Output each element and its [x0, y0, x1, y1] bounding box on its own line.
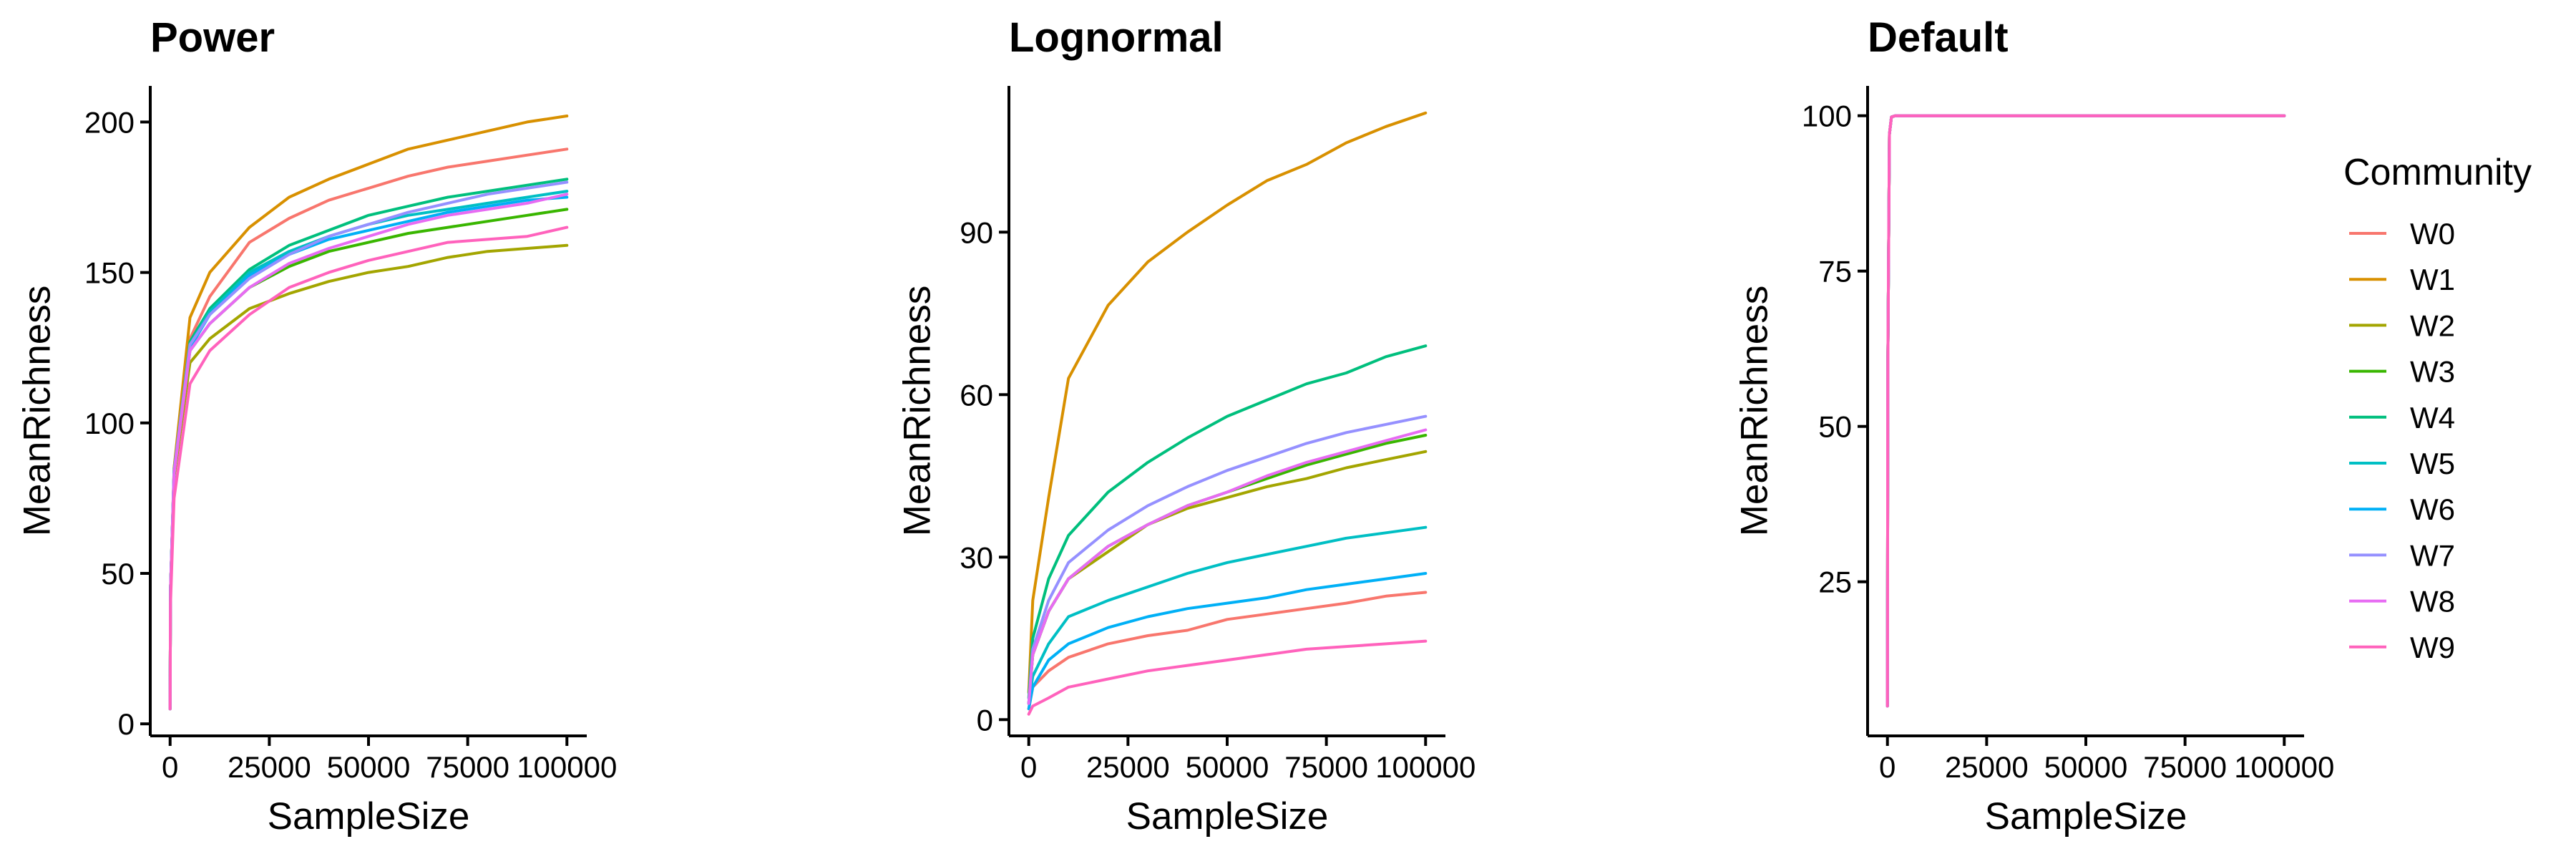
panel-title: Power: [150, 14, 275, 61]
x-axis-title: SampleSize: [1126, 795, 1329, 838]
y-tick-label: 60: [960, 378, 993, 412]
series-line-W2: [1885, 114, 2286, 708]
series-line-W1: [1027, 111, 1428, 694]
panel-2: Default 25 50 75 100 0 25000 50000 75000 100000 Sa…: [1734, 14, 2335, 838]
x-tick-label: 100000: [1375, 750, 1475, 784]
legend-label: W8: [2410, 585, 2455, 618]
panel-title: Lognormal: [1009, 14, 1224, 61]
legend-label: W7: [2410, 538, 2455, 572]
series-line-W8: [1027, 428, 1428, 705]
legend-title: Community: [2343, 152, 2532, 193]
legend-label: W6: [2410, 492, 2455, 526]
series-line-W2: [1027, 450, 1428, 705]
y-tick-label: 0: [977, 703, 993, 737]
panel-title: Default: [1868, 14, 2009, 61]
x-axis-title: SampleSize: [1985, 795, 2187, 838]
x-tick-label: 75000: [1284, 750, 1368, 784]
series-line-W4: [1885, 114, 2286, 708]
y-tick-label: 30: [960, 540, 993, 574]
legend-label: W1: [2410, 263, 2455, 296]
legend-item-W8: W8: [2349, 585, 2455, 618]
x-tick-label: 50000: [327, 750, 411, 784]
series-line-W5: [1027, 525, 1428, 705]
series-line-W7: [1027, 414, 1428, 705]
legend-label: W4: [2410, 401, 2455, 435]
y-tick-label: 90: [960, 215, 993, 249]
legend-item-W7: W7: [2349, 538, 2455, 572]
x-tick-label: 25000: [1086, 750, 1170, 784]
series-line-W6: [1885, 114, 2286, 708]
x-axis-title: SampleSize: [268, 795, 470, 838]
legend-label: W3: [2410, 355, 2455, 389]
series-line-W2: [168, 243, 569, 711]
series-line-W3: [168, 208, 569, 711]
legend-item-W2: W2: [2349, 309, 2455, 342]
x-tick-label: 25000: [1945, 750, 2029, 784]
x-tick-label: 0: [162, 750, 178, 784]
series-line-W4: [1027, 344, 1428, 699]
y-axis-title: MeanRichness: [16, 286, 59, 537]
y-axis-title: MeanRichness: [897, 286, 939, 537]
series-line-W7: [1885, 114, 2286, 708]
x-tick-label: 75000: [2143, 750, 2227, 784]
x-tick-label: 0: [1879, 750, 1896, 784]
series-line-W0: [168, 147, 569, 711]
series-line-W4: [168, 178, 569, 711]
series-line-W6: [168, 195, 569, 711]
legend-label: W9: [2410, 631, 2455, 664]
x-tick-label: 0: [1020, 750, 1037, 784]
legend-label: W0: [2410, 217, 2455, 251]
y-tick-label: 50: [101, 557, 135, 591]
x-tick-label: 100000: [2234, 750, 2334, 784]
series-line-W5: [1885, 114, 2286, 708]
series-line-W1: [1885, 114, 2286, 708]
x-tick-label: 75000: [426, 750, 509, 784]
series-line-W9: [1885, 114, 2286, 708]
series-line-W3: [1027, 434, 1428, 705]
legend-label: W5: [2410, 447, 2455, 480]
series-line-W0: [1027, 591, 1428, 711]
x-tick-label: 50000: [1186, 750, 1269, 784]
y-tick-label: 25: [1818, 566, 1852, 599]
y-tick-label: 100: [84, 407, 135, 440]
series-line-W9: [1027, 639, 1428, 716]
legend-item-W5: W5: [2349, 447, 2455, 480]
x-tick-label: 50000: [2044, 750, 2128, 784]
y-tick-label: 75: [1818, 255, 1852, 288]
y-tick-label: 100: [1802, 100, 1852, 133]
series-line-W8: [168, 193, 569, 711]
y-tick-label: 150: [84, 256, 135, 290]
panel-1: Lognormal 0 30 60 90 0 25000 50000 75000 100000 Sa…: [897, 14, 1476, 838]
y-tick-label: 200: [84, 105, 135, 139]
legend-item-W6: W6: [2349, 492, 2455, 526]
x-tick-label: 25000: [228, 750, 311, 784]
legend: Community W0 W1 W2 W3 W4 W5 W6 W7 W8 W9: [2343, 152, 2532, 664]
x-tick-label: 100000: [517, 750, 617, 784]
y-tick-label: 50: [1818, 410, 1852, 444]
y-axis-title: MeanRichness: [1734, 286, 1776, 537]
series-line-W6: [1027, 572, 1428, 711]
legend-item-W0: W0: [2349, 217, 2455, 251]
y-tick-label: 0: [118, 707, 135, 741]
legend-item-W3: W3: [2349, 355, 2455, 389]
series-line-W0: [1885, 114, 2286, 708]
series-line-W9: [168, 225, 569, 711]
legend-item-W1: W1: [2349, 263, 2455, 296]
series-line-W8: [1885, 114, 2286, 708]
series-line-W3: [1885, 114, 2286, 708]
legend-item-W9: W9: [2349, 631, 2455, 664]
panel-0: Power 0 50 100 150 200 0 25000 50000 75000 100000 S…: [16, 14, 618, 838]
legend-label: W2: [2410, 309, 2455, 342]
legend-item-W4: W4: [2349, 401, 2455, 435]
